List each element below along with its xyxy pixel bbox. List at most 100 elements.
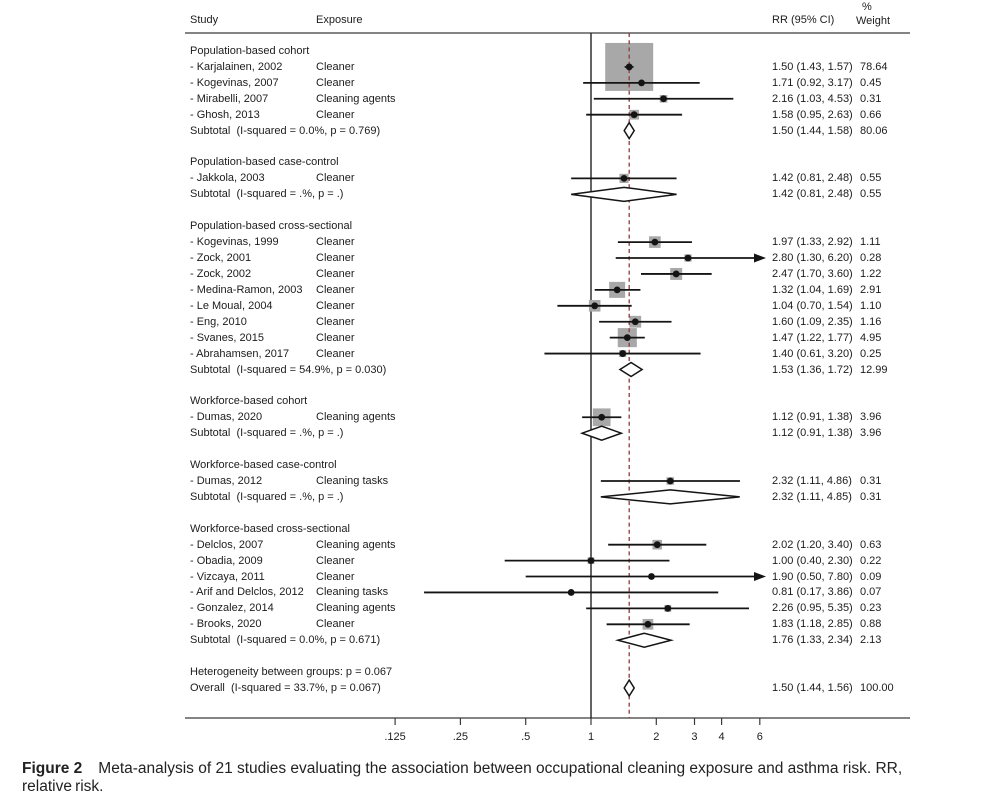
subtotal-label: Subtotal (I-squared = .%, p = .) bbox=[190, 427, 344, 440]
study-exposure: Cleaning agents bbox=[316, 538, 396, 551]
rr-value: 1.00 (0.40, 2.30) bbox=[772, 554, 853, 567]
point-marker bbox=[620, 175, 628, 182]
x-tick-label: .125 bbox=[384, 731, 406, 743]
rr-value: 1.50 (1.44, 1.56) bbox=[772, 682, 853, 694]
point-marker bbox=[567, 589, 575, 596]
point-marker bbox=[651, 238, 659, 246]
weight-value: 78.64 bbox=[860, 60, 888, 73]
point-marker bbox=[672, 270, 680, 278]
point-marker bbox=[619, 350, 627, 357]
point-marker bbox=[660, 95, 667, 103]
overall-diamond bbox=[623, 678, 636, 698]
rr-value: 1.50 (1.44, 1.58) bbox=[772, 124, 853, 137]
study-exposure: Cleaner bbox=[316, 283, 355, 296]
group-label: Population-based case-control bbox=[190, 156, 339, 169]
x-tick-label: .5 bbox=[521, 731, 531, 743]
study-exposure: Cleaning tasks bbox=[316, 474, 389, 487]
group-label: Population-based cohort bbox=[190, 45, 310, 57]
point-marker bbox=[648, 573, 655, 580]
subtotal-label: Subtotal (I-squared = .%, p = .) bbox=[190, 490, 344, 503]
weight-value: 0.23 bbox=[860, 602, 882, 615]
weight-value: 0.31 bbox=[860, 490, 882, 503]
study-name: - Kogevinas, 1999 bbox=[190, 236, 279, 249]
weight-value: 0.31 bbox=[860, 474, 882, 487]
weight-value: 100.00 bbox=[860, 682, 894, 694]
weight-value: 80.06 bbox=[860, 124, 888, 137]
group-label: Workforce-based case-control bbox=[190, 459, 337, 472]
point-marker bbox=[666, 477, 674, 485]
point-marker bbox=[623, 334, 631, 342]
study-exposure: Cleaner bbox=[316, 347, 355, 360]
rr-value: 2.32 (1.11, 4.85) bbox=[772, 490, 852, 503]
point-marker bbox=[684, 254, 692, 262]
study-name: - Abrahamsen, 2017 bbox=[190, 347, 290, 360]
study-name: - Zock, 2002 bbox=[190, 267, 252, 280]
rr-value: 1.76 (1.33, 2.34) bbox=[772, 634, 853, 647]
rr-value: 1.53 (1.36, 1.72) bbox=[772, 363, 853, 376]
study-name: - Eng, 2010 bbox=[190, 315, 247, 328]
heterogeneity-note: Heterogeneity between groups: p = 0.067 bbox=[190, 666, 393, 679]
point-marker bbox=[625, 63, 633, 71]
subtotal-diamond bbox=[623, 121, 636, 141]
study-exposure: Cleaner bbox=[316, 108, 355, 121]
point-marker bbox=[598, 413, 606, 421]
study-name: - Jakkola, 2003 bbox=[190, 172, 265, 185]
weight-value: 0.25 bbox=[860, 347, 882, 360]
group-label: Population-based cross-sectional bbox=[190, 220, 353, 233]
study-name: - Obadia, 2009 bbox=[190, 554, 263, 567]
weight-value: 0.45 bbox=[860, 76, 882, 89]
study-name: - Delclos, 2007 bbox=[190, 538, 264, 551]
weight-value: 0.09 bbox=[860, 570, 882, 583]
x-tick-label: 6 bbox=[756, 731, 763, 743]
rr-value: 1.40 (0.61, 3.20) bbox=[772, 347, 853, 360]
weight-value: 0.55 bbox=[860, 188, 882, 201]
ci-arrow-cap bbox=[754, 253, 766, 263]
figure-caption: Figure 2 Meta-analysis of 21 studies eval… bbox=[22, 760, 982, 791]
subtotal-diamond bbox=[579, 425, 624, 441]
study-exposure: Cleaning tasks bbox=[316, 586, 389, 599]
ci-arrow-cap bbox=[754, 572, 766, 582]
rr-value: 1.04 (0.70, 1.54) bbox=[772, 299, 853, 312]
weight-value: 1.10 bbox=[860, 299, 882, 312]
study-name: - Mirabelli, 2007 bbox=[190, 92, 269, 105]
subtotal-diamond bbox=[571, 186, 677, 203]
weight-value: 0.66 bbox=[860, 108, 882, 121]
point-marker bbox=[613, 286, 621, 294]
study-exposure: Cleaner bbox=[316, 299, 355, 312]
weight-value: 0.63 bbox=[860, 538, 882, 551]
study-exposure: Cleaner bbox=[316, 554, 355, 567]
subtotal-label: Subtotal (I-squared = 0.0%, p = 0.769) bbox=[190, 124, 381, 137]
subtotal-label: Subtotal (I-squared = 54.9%, p = 0.030) bbox=[190, 363, 387, 376]
weight-value: 0.31 bbox=[860, 92, 882, 105]
weight-value: 1.16 bbox=[860, 315, 882, 328]
study-exposure: Cleaning agents bbox=[316, 92, 396, 105]
rr-value: 1.90 (0.50, 7.80) bbox=[772, 570, 853, 583]
weight-value: 2.91 bbox=[860, 283, 882, 296]
rr-value: 2.16 (1.03, 4.53) bbox=[772, 92, 853, 105]
point-marker bbox=[631, 318, 639, 326]
subtotal-diamond bbox=[614, 632, 675, 649]
weight-value: 0.55 bbox=[860, 172, 882, 185]
rr-value: 2.26 (0.95, 5.35) bbox=[772, 602, 853, 615]
weight-value: 3.96 bbox=[860, 427, 882, 440]
study-exposure: Cleaner bbox=[316, 267, 355, 280]
rr-value: 1.12 (0.91, 1.38) bbox=[772, 411, 853, 424]
point-marker bbox=[664, 604, 672, 612]
rr-value: 2.02 (1.20, 3.40) bbox=[772, 538, 853, 551]
x-tick-label: 2 bbox=[653, 731, 660, 743]
study-name: - Ghosh, 2013 bbox=[190, 108, 260, 121]
weight-value: 12.99 bbox=[860, 363, 888, 376]
point-marker bbox=[591, 302, 599, 310]
study-exposure: Cleaner bbox=[316, 252, 355, 265]
subtotal-label: Subtotal (I-squared = .%, p = .) bbox=[190, 188, 344, 201]
weight-value: 0.22 bbox=[860, 554, 882, 567]
overall-label: Overall (I-squared = 33.7%, p = 0.067) bbox=[190, 682, 381, 694]
study-exposure: Cleaning agents bbox=[316, 411, 396, 424]
point-marker bbox=[638, 79, 645, 87]
rr-value: 1.71 (0.92, 3.17) bbox=[772, 76, 853, 89]
col-header-study: Study bbox=[190, 14, 219, 26]
subtotal-label: Subtotal (I-squared = 0.0%, p = 0.671) bbox=[190, 634, 381, 647]
point-marker bbox=[587, 557, 595, 564]
study-name: - Le Moual, 2004 bbox=[190, 299, 273, 312]
